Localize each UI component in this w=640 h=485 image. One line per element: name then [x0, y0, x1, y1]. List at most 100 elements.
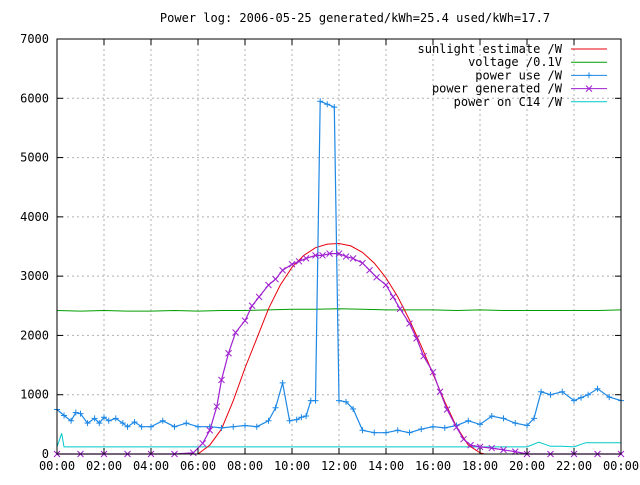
data-point [302, 255, 310, 262]
data-point [199, 439, 207, 447]
data-point [230, 423, 237, 430]
data-point [213, 403, 221, 410]
data-point [248, 302, 256, 310]
data-point [429, 368, 437, 376]
x-tick-label: 00:00 [39, 459, 75, 473]
x-tick-label: 14:00 [368, 459, 404, 473]
data-point [253, 423, 260, 430]
x-tick-label: 02:00 [86, 459, 122, 473]
data-point [336, 397, 342, 404]
legend-label: voltage /0.1V [468, 55, 562, 69]
legend-item: power on C14 /W [454, 95, 607, 109]
data-point [359, 259, 366, 267]
data-point [359, 427, 366, 434]
data-point [112, 415, 119, 422]
data-point [571, 397, 577, 404]
data-point [286, 417, 293, 424]
data-point [389, 293, 397, 301]
legend-item: sunlight estimate /W [418, 42, 607, 56]
data-point [500, 415, 507, 422]
legend-item: voltage /0.1V [468, 55, 607, 69]
data-point [436, 388, 444, 396]
y-tick-label: 6000 [20, 91, 49, 105]
series-0 [197, 242, 485, 455]
data-point [312, 252, 319, 259]
data-point [317, 98, 324, 105]
y-tick-label: 0 [42, 447, 49, 461]
data-point [531, 415, 538, 422]
data-point [606, 394, 613, 401]
data-point [303, 413, 310, 420]
data-point [183, 420, 190, 427]
data-point [559, 388, 566, 395]
data-point [232, 329, 239, 336]
data-point [189, 449, 197, 457]
data-point [319, 252, 326, 259]
data-point [366, 266, 373, 274]
data-point [585, 391, 592, 398]
series-line [197, 242, 485, 455]
data-point [488, 413, 495, 420]
data-point [77, 410, 84, 417]
data-point [225, 349, 232, 357]
data-point [342, 253, 350, 260]
series-layer [53, 98, 625, 458]
data-point [272, 404, 279, 411]
data-point [453, 423, 460, 431]
x-tick-label: 10:00 [274, 459, 310, 473]
data-point [578, 394, 585, 401]
series-1 [56, 308, 622, 312]
data-point [382, 281, 390, 289]
data-point [477, 421, 483, 428]
data-point [547, 391, 554, 398]
data-point [298, 414, 305, 421]
data-point [465, 417, 472, 424]
data-point [335, 250, 343, 257]
data-point [68, 417, 75, 424]
legend-label: power on C14 /W [454, 95, 563, 109]
data-point [441, 424, 448, 431]
legend-item: power generated /W [432, 82, 607, 96]
x-tick-label: 00:00 [603, 459, 639, 473]
data-point [218, 424, 225, 431]
data-point [476, 443, 484, 451]
x-tick-label: 16:00 [415, 459, 451, 473]
data-point [394, 427, 401, 434]
data-point [242, 422, 248, 429]
legend-item: power use /W [475, 68, 607, 82]
data-point [124, 423, 131, 430]
data-point [420, 352, 427, 360]
y-tick-label: 7000 [20, 32, 49, 46]
data-point [171, 423, 178, 430]
data-point [538, 388, 545, 395]
legend-label: sunlight estimate /W [418, 42, 563, 56]
series-line [56, 433, 621, 448]
x-tick-label: 18:00 [462, 459, 498, 473]
legend-label: power generated /W [432, 82, 563, 96]
data-point [383, 429, 389, 436]
data-point [331, 104, 338, 111]
data-point [293, 416, 300, 423]
data-point [91, 415, 98, 422]
data-point [105, 417, 112, 424]
data-point [594, 385, 601, 392]
data-point [119, 420, 126, 427]
x-tick-label: 08:00 [227, 459, 263, 473]
data-point [500, 446, 507, 454]
legend-marker [586, 72, 592, 79]
data-point [279, 266, 286, 274]
data-point [406, 320, 413, 327]
data-point [72, 409, 79, 416]
data-point [195, 423, 201, 430]
x-tick-label: 22:00 [556, 459, 592, 473]
series-line [56, 308, 622, 312]
data-point [349, 255, 357, 262]
data-point [467, 441, 474, 449]
data-point [131, 418, 138, 425]
data-point [295, 257, 303, 265]
data-point [138, 423, 145, 430]
data-point [255, 293, 263, 301]
